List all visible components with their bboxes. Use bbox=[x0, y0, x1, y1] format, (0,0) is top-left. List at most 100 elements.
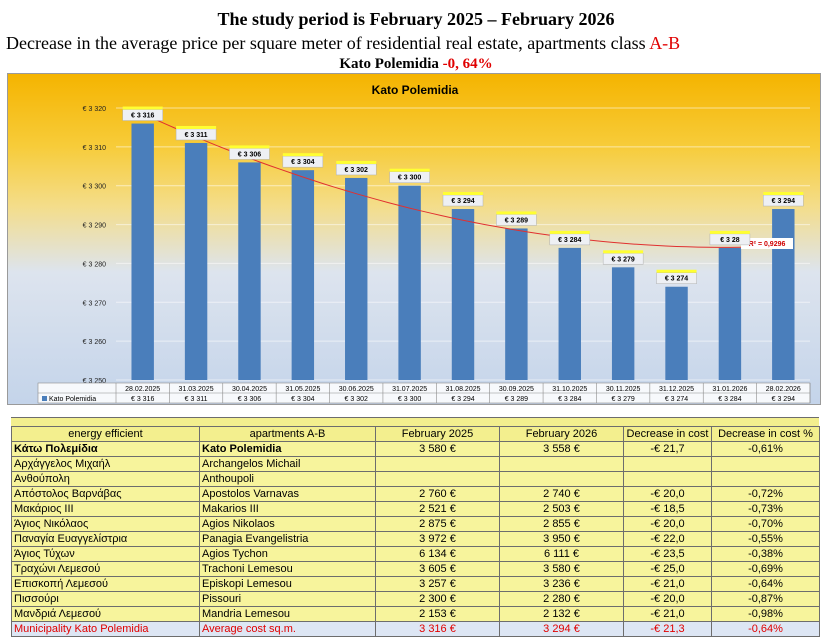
table-cell: -€ 18,5 bbox=[623, 501, 712, 517]
data-table-value: € 3 300 bbox=[398, 396, 421, 403]
x-tick-label: 28.02.2025 bbox=[125, 386, 160, 393]
data-label-highlight bbox=[549, 230, 590, 234]
data-table-value: € 3 294 bbox=[772, 396, 795, 403]
bar bbox=[184, 142, 208, 380]
table-cell bbox=[623, 471, 712, 487]
table-cell: Μακάριος ΙΙΙ bbox=[11, 501, 200, 517]
table-cell: 2 521 € bbox=[375, 501, 500, 517]
table-cell bbox=[499, 471, 624, 487]
table-cell: 2 280 € bbox=[499, 591, 624, 607]
table-row: Κάτω Πολεμίδια Kato Polemidia 3 580 €3 558… bbox=[11, 441, 820, 457]
legend-label: Kato Polemidia bbox=[49, 396, 96, 403]
district-name: Kato Polemidia bbox=[339, 56, 443, 72]
table-cell: Μανδριά Λεμεσού bbox=[11, 606, 200, 622]
table-row: Μανδριά Λεμεσού Mandria Lemesou 2 153 €2 1… bbox=[11, 606, 820, 622]
bar bbox=[291, 170, 315, 380]
data-table-value: € 3 316 bbox=[131, 396, 154, 403]
table-cell: Average cost sq.m. bbox=[199, 621, 376, 637]
bar bbox=[398, 185, 421, 380]
table-cell: Anthoupoli bbox=[199, 471, 376, 487]
y-tick-label: € 3 260 bbox=[83, 339, 106, 346]
table-cell: -0,64% bbox=[711, 621, 820, 637]
table-cell: -0,70% bbox=[711, 516, 820, 532]
table-cell: -0,61% bbox=[711, 441, 820, 457]
data-label-highlight bbox=[656, 269, 697, 273]
table-cell bbox=[375, 471, 500, 487]
table-cell: 2 132 € bbox=[499, 606, 624, 622]
table-cell bbox=[623, 456, 712, 472]
table-column-header: apartments A-B bbox=[199, 426, 376, 442]
data-label: € 3 300 bbox=[398, 175, 421, 182]
data-label-highlight bbox=[763, 192, 804, 196]
table-cell: Άγιος Τύχων bbox=[11, 546, 200, 562]
data-label: € 3 289 bbox=[505, 217, 528, 224]
table-cell: 2 503 € bbox=[499, 501, 624, 517]
table-row: Άγιος Τύχων Agios Tychon 6 134 €6 111 € -€ … bbox=[11, 546, 820, 562]
table-row: Παναγία Ευαγγελίστρια Panagia Evangelistr… bbox=[11, 531, 820, 547]
y-tick-label: € 3 310 bbox=[83, 145, 106, 152]
chart-frame: Kato Polemidia € 3 250 € 3 260 € 3 270 € 3 2… bbox=[7, 73, 821, 405]
x-tick-label: 31.10.2025 bbox=[552, 386, 587, 393]
table-column-header: Decrease in cost % bbox=[711, 426, 820, 442]
table-cell: Παναγία Ευαγγελίστρια bbox=[11, 531, 200, 547]
apartment-class: A-B bbox=[649, 33, 681, 53]
table-row: Τραχώνι Λεμεσού Trachoni Lemesou 3 605 €3 … bbox=[11, 561, 820, 577]
table-cell: -€ 20,0 bbox=[623, 486, 712, 502]
data-label-highlight bbox=[176, 125, 217, 129]
table-cell: Απόστολος Βαρνάβας bbox=[11, 486, 200, 502]
bar bbox=[345, 177, 368, 380]
data-table-value: € 3 302 bbox=[345, 396, 368, 403]
table-cell: Επισκοπή Λεμεσού bbox=[11, 576, 200, 592]
table-row: Αρχάγγελος Μιχαήλ Archangelos Michail bbox=[11, 456, 820, 472]
table-cell: -€ 22,0 bbox=[623, 531, 712, 547]
table-cell: -0,69% bbox=[711, 561, 820, 577]
table-cell: 3 236 € bbox=[499, 576, 624, 592]
table-cell: 3 558 € bbox=[499, 441, 624, 457]
table-cell: Άγιος Νικόλαος bbox=[11, 516, 200, 532]
table-column-header: February 2025 bbox=[375, 426, 500, 442]
table-cell bbox=[711, 471, 820, 487]
x-tick-label: 31.12.2025 bbox=[659, 386, 694, 393]
data-label: € 3 279 bbox=[611, 256, 634, 263]
table-cell: Κάτω Πολεμίδια bbox=[11, 441, 200, 457]
data-label: € 3 274 bbox=[665, 276, 688, 283]
table-cell: 3 316 € bbox=[375, 621, 500, 637]
table-cell: 2 300 € bbox=[375, 591, 500, 607]
table-cell: -€ 20,0 bbox=[623, 516, 712, 532]
x-tick-label: 31.05.2025 bbox=[285, 386, 320, 393]
y-tick-label: € 3 270 bbox=[83, 300, 106, 307]
data-table-value: € 3 294 bbox=[451, 396, 474, 403]
price-table: energy efficient apartments A-B February 2… bbox=[11, 426, 820, 637]
table-cell: -0,72% bbox=[711, 486, 820, 502]
legend-swatch bbox=[42, 396, 47, 401]
table-cell: 6 111 € bbox=[499, 546, 624, 562]
data-label: € 3 284 bbox=[558, 237, 581, 244]
table-cell: Archangelos Michail bbox=[199, 456, 376, 472]
table-column-header: energy efficient bbox=[11, 426, 200, 442]
data-table-value: € 3 304 bbox=[291, 396, 314, 403]
data-label-highlight bbox=[496, 211, 537, 215]
table-cell: -€ 21,0 bbox=[623, 576, 712, 592]
data-table-value: € 3 284 bbox=[558, 396, 581, 403]
bar bbox=[718, 247, 742, 380]
table-row: Μακάριος ΙΙΙ Makarios III 2 521 €2 503 € -€… bbox=[11, 501, 820, 517]
chart-title: Kato Polemidia bbox=[372, 83, 459, 97]
table-cell: -€ 20,0 bbox=[623, 591, 712, 607]
data-table-value: € 3 279 bbox=[611, 396, 634, 403]
table-cell: 3 605 € bbox=[375, 561, 500, 577]
table-cell: 3 580 € bbox=[375, 441, 500, 457]
table-cell: Αρχάγγελος Μιχαήλ bbox=[11, 456, 200, 472]
bar bbox=[505, 228, 528, 380]
data-table-value: € 3 306 bbox=[238, 396, 261, 403]
data-label-box bbox=[389, 171, 430, 183]
district-change: -0, 64% bbox=[442, 56, 493, 72]
data-label-highlight bbox=[389, 168, 430, 172]
table-cell: Ανθούπολη bbox=[11, 471, 200, 487]
x-tick-label: 31.03.2025 bbox=[179, 386, 214, 393]
data-label-highlight bbox=[443, 192, 483, 196]
x-tick-label: 30.09.2025 bbox=[499, 386, 534, 393]
y-tick-label: € 3 280 bbox=[83, 261, 106, 268]
table-cell: -€ 23,5 bbox=[623, 546, 712, 562]
table-cell: Pissouri bbox=[199, 591, 376, 607]
x-tick-label: 30.11.2025 bbox=[606, 386, 641, 393]
